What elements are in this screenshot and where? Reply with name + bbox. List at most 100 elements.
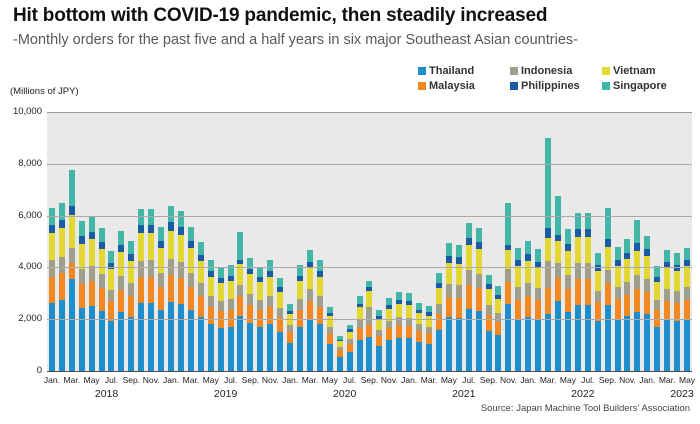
- segment-malaysia: [624, 294, 631, 316]
- bar-month-51: [553, 113, 563, 371]
- segment-vietnam: [297, 281, 303, 300]
- segment-thailand: [564, 311, 571, 371]
- segment-philippines: [158, 241, 165, 249]
- bar-month-19: [236, 113, 246, 371]
- segment-thailand: [624, 315, 631, 371]
- year-label-2020: 2020: [333, 388, 357, 400]
- bar-month-24: [285, 113, 295, 371]
- segment-malaysia: [634, 288, 641, 312]
- segment-singapore: [604, 207, 611, 239]
- segment-singapore: [674, 252, 681, 265]
- segment-thailand: [237, 315, 244, 371]
- bar-month-42: [464, 113, 474, 371]
- segment-indonesia: [48, 260, 55, 277]
- year-label-2023: 2023: [670, 388, 694, 400]
- segment-thailand: [386, 340, 393, 371]
- segment-vietnam: [505, 249, 512, 270]
- segment-malaysia: [237, 296, 244, 316]
- bar-month-25: [295, 113, 305, 371]
- segment-malaysia: [187, 287, 194, 311]
- segment-philippines: [535, 261, 542, 268]
- segment-philippines: [306, 261, 313, 268]
- segment-philippines: [58, 219, 65, 229]
- x-tick-2020-Jan: Jan.: [282, 375, 299, 385]
- segment-indonesia: [683, 287, 690, 300]
- segment-indonesia: [78, 269, 85, 285]
- segment-indonesia: [356, 320, 363, 328]
- segment-indonesia: [574, 263, 581, 280]
- segment-indonesia: [346, 339, 353, 345]
- bar-month-7: [116, 113, 126, 371]
- segment-vietnam: [445, 262, 452, 285]
- segment-malaysia: [495, 321, 502, 336]
- segment-philippines: [267, 271, 274, 277]
- segment-thailand: [247, 323, 254, 371]
- segment-philippines: [138, 225, 145, 234]
- segment-malaysia: [674, 302, 681, 322]
- segment-malaysia: [584, 279, 591, 305]
- segment-malaysia: [604, 283, 611, 306]
- segment-vietnam: [247, 274, 254, 294]
- legend-swatch-vietnam: [602, 67, 610, 75]
- segment-malaysia: [356, 327, 363, 340]
- segment-thailand: [485, 330, 492, 371]
- segment-philippines: [515, 260, 522, 267]
- segment-philippines: [297, 275, 303, 282]
- segment-vietnam: [664, 268, 671, 289]
- segment-singapore: [247, 257, 254, 269]
- segment-philippines: [187, 241, 194, 249]
- segment-singapore: [535, 249, 542, 262]
- segment-malaysia: [98, 287, 105, 311]
- segment-thailand: [475, 310, 482, 371]
- segment-singapore: [445, 243, 452, 257]
- y-tick-label-0: 0: [36, 365, 42, 376]
- segment-singapore: [177, 211, 184, 228]
- legend-label: Malaysia: [429, 80, 475, 92]
- segment-thailand: [644, 314, 651, 371]
- plot-area: [47, 112, 692, 372]
- segment-singapore: [594, 252, 601, 265]
- x-tick-2018-Jul: Jul.: [104, 375, 119, 385]
- bar-month-49: [533, 113, 543, 371]
- segment-singapore: [406, 292, 413, 301]
- segment-vietnam: [564, 250, 571, 275]
- bar-month-32: [365, 113, 375, 371]
- segment-singapore: [485, 274, 492, 285]
- segment-indonesia: [237, 284, 244, 297]
- segment-malaysia: [257, 310, 264, 328]
- bar-month-29: [335, 113, 345, 371]
- segment-indonesia: [297, 299, 303, 310]
- segment-vietnam: [168, 230, 175, 259]
- segment-singapore: [366, 280, 373, 288]
- segment-indonesia: [525, 282, 532, 296]
- bar-month-64: [682, 113, 692, 371]
- segment-philippines: [445, 256, 452, 263]
- segment-philippines: [98, 242, 105, 250]
- segment-thailand: [435, 329, 442, 371]
- bar-month-38: [424, 113, 434, 371]
- segment-indonesia: [316, 295, 323, 307]
- bar-month-56: [603, 113, 613, 371]
- segment-philippines: [177, 227, 184, 236]
- segment-indonesia: [366, 306, 373, 325]
- segment-singapore: [505, 203, 512, 245]
- segment-philippines: [485, 284, 492, 289]
- year-label-2019: 2019: [213, 388, 238, 400]
- segment-singapore: [346, 324, 353, 330]
- segment-vietnam: [177, 235, 184, 263]
- segment-thailand: [366, 337, 373, 371]
- segment-thailand: [267, 324, 274, 371]
- segment-indonesia: [217, 300, 224, 312]
- segment-philippines: [346, 329, 353, 332]
- segment-malaysia: [366, 324, 373, 338]
- segment-philippines: [148, 224, 155, 233]
- bar-month-20: [245, 113, 255, 371]
- segment-thailand: [48, 302, 55, 371]
- x-tick-2021-Mar: Mar.: [420, 375, 438, 385]
- legend-label: Thailand: [429, 65, 475, 77]
- segment-indonesia: [108, 289, 115, 302]
- segment-malaysia: [336, 350, 343, 357]
- bar-month-26: [305, 113, 315, 371]
- segment-vietnam: [366, 291, 373, 307]
- segment-indonesia: [435, 304, 442, 315]
